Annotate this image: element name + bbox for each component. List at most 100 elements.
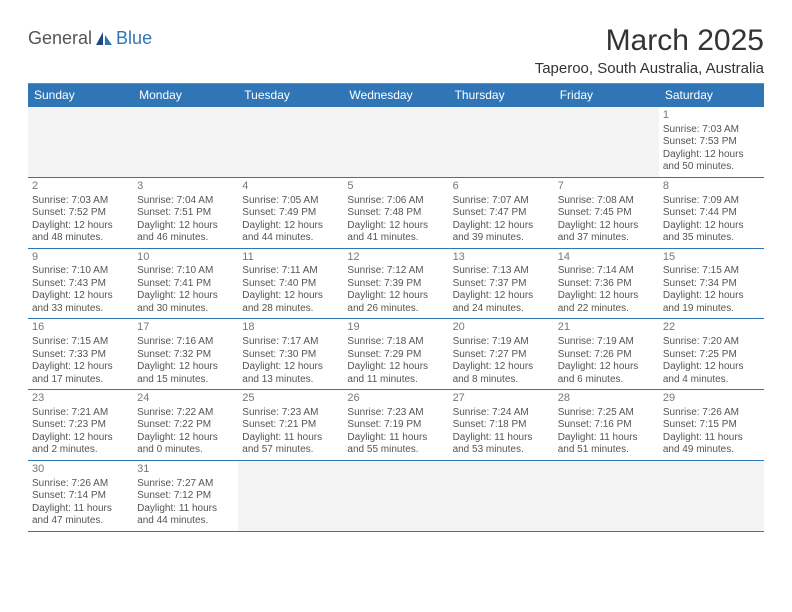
sunset-line: Sunset: 7:36 PM (558, 278, 655, 291)
calendar-cell: 2Sunrise: 7:03 AMSunset: 7:52 PMDaylight… (28, 177, 133, 248)
calendar-cell-empty (238, 460, 343, 531)
daylight-line: Daylight: 12 hours (32, 361, 129, 374)
sunrise-line: Sunrise: 7:22 AM (137, 407, 234, 420)
sunrise-line: Sunrise: 7:03 AM (663, 124, 760, 137)
weekday-header: Sunday (28, 84, 133, 107)
calendar-week-row: 1Sunrise: 7:03 AMSunset: 7:53 PMDaylight… (28, 107, 764, 178)
day-number: 3 (137, 180, 234, 194)
daylight-line: Daylight: 12 hours (558, 220, 655, 233)
sunrise-line: Sunrise: 7:10 AM (137, 265, 234, 278)
day-number: 4 (242, 180, 339, 194)
daylight-line: Daylight: 12 hours (137, 361, 234, 374)
title-block: March 2025 Taperoo, South Australia, Aus… (535, 24, 764, 77)
calendar-cell-empty (28, 107, 133, 178)
sunset-line: Sunset: 7:52 PM (32, 207, 129, 220)
day-number: 22 (663, 321, 760, 335)
calendar-cell: 7Sunrise: 7:08 AMSunset: 7:45 PMDaylight… (554, 177, 659, 248)
weekday-header: Monday (133, 84, 238, 107)
calendar-cell-empty (659, 460, 764, 531)
day-number: 5 (347, 180, 444, 194)
calendar-table: SundayMondayTuesdayWednesdayThursdayFrid… (28, 84, 764, 532)
calendar-cell: 29Sunrise: 7:26 AMSunset: 7:15 PMDayligh… (659, 390, 764, 461)
day-number: 14 (558, 251, 655, 265)
daylight-line: and 53 minutes. (453, 444, 550, 457)
daylight-line: and 22 minutes. (558, 303, 655, 316)
calendar-cell: 14Sunrise: 7:14 AMSunset: 7:36 PMDayligh… (554, 248, 659, 319)
calendar-cell-empty (449, 460, 554, 531)
calendar-cell-empty (343, 107, 448, 178)
daylight-line: and 13 minutes. (242, 374, 339, 387)
sunrise-line: Sunrise: 7:23 AM (242, 407, 339, 420)
daylight-line: and 33 minutes. (32, 303, 129, 316)
calendar-cell: 10Sunrise: 7:10 AMSunset: 7:41 PMDayligh… (133, 248, 238, 319)
daylight-line: and 57 minutes. (242, 444, 339, 457)
daylight-line: Daylight: 11 hours (242, 432, 339, 445)
weekday-header: Friday (554, 84, 659, 107)
sunset-line: Sunset: 7:25 PM (663, 349, 760, 362)
daylight-line: Daylight: 12 hours (663, 220, 760, 233)
calendar-week-row: 16Sunrise: 7:15 AMSunset: 7:33 PMDayligh… (28, 319, 764, 390)
logo: General Blue (28, 28, 152, 49)
sunset-line: Sunset: 7:39 PM (347, 278, 444, 291)
daylight-line: Daylight: 11 hours (453, 432, 550, 445)
sunrise-line: Sunrise: 7:27 AM (137, 478, 234, 491)
daylight-line: and 8 minutes. (453, 374, 550, 387)
daylight-line: Daylight: 12 hours (32, 290, 129, 303)
sunset-line: Sunset: 7:51 PM (137, 207, 234, 220)
sail-icon (94, 30, 114, 48)
day-number: 31 (137, 463, 234, 477)
daylight-line: and 24 minutes. (453, 303, 550, 316)
daylight-line: Daylight: 11 hours (663, 432, 760, 445)
location: Taperoo, South Australia, Australia (535, 60, 764, 77)
sunset-line: Sunset: 7:12 PM (137, 490, 234, 503)
logo-text-general: General (28, 28, 92, 49)
daylight-line: and 19 minutes. (663, 303, 760, 316)
daylight-line: Daylight: 12 hours (663, 361, 760, 374)
calendar-cell-empty (133, 107, 238, 178)
sunrise-line: Sunrise: 7:26 AM (32, 478, 129, 491)
sunset-line: Sunset: 7:18 PM (453, 419, 550, 432)
sunrise-line: Sunrise: 7:19 AM (453, 336, 550, 349)
daylight-line: Daylight: 12 hours (347, 361, 444, 374)
calendar-week-row: 2Sunrise: 7:03 AMSunset: 7:52 PMDaylight… (28, 177, 764, 248)
sunrise-line: Sunrise: 7:16 AM (137, 336, 234, 349)
day-number: 9 (32, 251, 129, 265)
day-number: 20 (453, 321, 550, 335)
sunset-line: Sunset: 7:47 PM (453, 207, 550, 220)
day-number: 30 (32, 463, 129, 477)
sunset-line: Sunset: 7:43 PM (32, 278, 129, 291)
sunset-line: Sunset: 7:26 PM (558, 349, 655, 362)
sunset-line: Sunset: 7:41 PM (137, 278, 234, 291)
calendar-cell: 5Sunrise: 7:06 AMSunset: 7:48 PMDaylight… (343, 177, 448, 248)
day-number: 26 (347, 392, 444, 406)
sunset-line: Sunset: 7:22 PM (137, 419, 234, 432)
daylight-line: and 6 minutes. (558, 374, 655, 387)
sunrise-line: Sunrise: 7:23 AM (347, 407, 444, 420)
calendar-cell: 22Sunrise: 7:20 AMSunset: 7:25 PMDayligh… (659, 319, 764, 390)
daylight-line: and 55 minutes. (347, 444, 444, 457)
sunset-line: Sunset: 7:29 PM (347, 349, 444, 362)
sunrise-line: Sunrise: 7:04 AM (137, 195, 234, 208)
sunset-line: Sunset: 7:32 PM (137, 349, 234, 362)
sunrise-line: Sunrise: 7:12 AM (347, 265, 444, 278)
sunset-line: Sunset: 7:34 PM (663, 278, 760, 291)
calendar-cell: 17Sunrise: 7:16 AMSunset: 7:32 PMDayligh… (133, 319, 238, 390)
calendar-cell: 18Sunrise: 7:17 AMSunset: 7:30 PMDayligh… (238, 319, 343, 390)
daylight-line: Daylight: 12 hours (347, 220, 444, 233)
daylight-line: Daylight: 12 hours (242, 290, 339, 303)
calendar-cell: 9Sunrise: 7:10 AMSunset: 7:43 PMDaylight… (28, 248, 133, 319)
daylight-line: Daylight: 12 hours (137, 290, 234, 303)
daylight-line: Daylight: 12 hours (137, 220, 234, 233)
month-title: March 2025 (535, 24, 764, 58)
calendar-cell: 3Sunrise: 7:04 AMSunset: 7:51 PMDaylight… (133, 177, 238, 248)
daylight-line: and 17 minutes. (32, 374, 129, 387)
daylight-line: Daylight: 12 hours (558, 361, 655, 374)
sunset-line: Sunset: 7:27 PM (453, 349, 550, 362)
sunset-line: Sunset: 7:53 PM (663, 136, 760, 149)
daylight-line: Daylight: 12 hours (242, 220, 339, 233)
daylight-line: Daylight: 12 hours (663, 149, 760, 162)
calendar-cell: 24Sunrise: 7:22 AMSunset: 7:22 PMDayligh… (133, 390, 238, 461)
calendar-cell: 27Sunrise: 7:24 AMSunset: 7:18 PMDayligh… (449, 390, 554, 461)
daylight-line: and 26 minutes. (347, 303, 444, 316)
day-number: 8 (663, 180, 760, 194)
